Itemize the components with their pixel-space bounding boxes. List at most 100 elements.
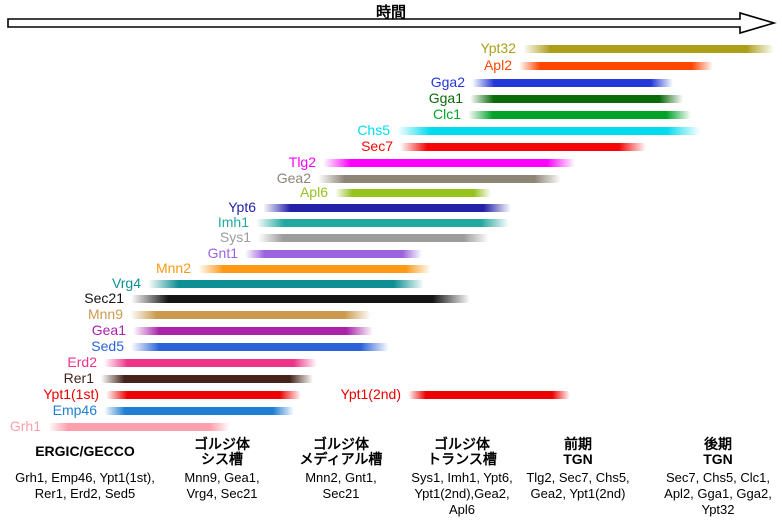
timeline-bar — [256, 219, 509, 227]
protein-label: Mnn2 — [155, 260, 191, 276]
protein-list-line: Tlg2, Sec7, Chs5, — [526, 470, 630, 485]
protein-label: Tlg2 — [288, 154, 316, 170]
timeline-bar — [148, 280, 424, 288]
compartment-header-line: トランス槽 — [427, 450, 497, 467]
protein-label: Ypt6 — [228, 199, 256, 215]
protein-list-line: Ypt32 — [701, 502, 735, 517]
compartment-header: ERGIC/GECCO — [15, 436, 155, 467]
protein-label: Emp46 — [52, 402, 97, 418]
timeline-bar — [263, 204, 511, 212]
timeline-bar — [258, 234, 489, 242]
compartment-header: ゴルジ体 メディアル槽 — [300, 436, 383, 467]
timeline-bar — [468, 111, 691, 119]
compartment-group: ゴルジ体 シス槽 Mnn9, Gea1, Vrg4, Sec21 — [184, 436, 259, 502]
timeline-bar — [318, 175, 561, 183]
protein-label: Chs5 — [357, 122, 390, 138]
timeline-bar — [335, 189, 491, 197]
compartment-group: 後期 TGN Sec7, Chs5, Clc1, Apl2, Gga1, Gga2, Y… — [664, 436, 772, 518]
protein-label: Grh1 — [9, 418, 41, 434]
compartment-protein-list: Sec7, Chs5, Clc1, Apl2, Gga1, Gga2, Ypt32 — [664, 470, 772, 518]
compartment-header-line: ERGIC/GECCO — [35, 443, 135, 459]
timeline-bar — [397, 127, 700, 135]
protein-label: Gga1 — [428, 90, 463, 106]
timeline-bar — [470, 95, 683, 103]
compartment-protein-list: Tlg2, Sec7, Chs5, Gea2, Ypt1(2nd) — [526, 470, 629, 502]
compartment-header-line: ゴルジ体 — [194, 435, 250, 452]
protein-label: Gnt1 — [207, 245, 238, 261]
protein-label: Ypt1(1st) — [43, 386, 99, 402]
compartment-header: 前期 TGN — [526, 436, 629, 467]
timeline-bar — [101, 375, 313, 383]
timeline-bar — [400, 143, 646, 151]
time-arrow-icon — [7, 11, 777, 35]
timeline-bar — [133, 327, 373, 335]
timeline-bar — [323, 159, 575, 167]
protein-list-line: Sec21 — [322, 486, 360, 501]
compartment-protein-list: Sys1, Imh1, Ypt6, Ypt1(2nd),Gea2, Apl6 — [411, 470, 512, 518]
timeline-bar — [523, 45, 774, 53]
timeline-bar — [104, 407, 294, 415]
protein-label: Imh1 — [217, 214, 249, 230]
protein-list-line: Sys1, Imh1, Ypt6, — [411, 470, 513, 485]
compartment-header: ゴルジ体 シス槽 — [184, 436, 259, 467]
compartment-header-line: TGN — [703, 450, 733, 467]
compartment-header-line: シス槽 — [201, 450, 243, 467]
compartment-header-line: 後期 — [704, 435, 732, 452]
compartment-header-line: 前期 — [563, 435, 592, 452]
protein-label: Clc1 — [432, 106, 461, 122]
protein-list-line: Sec7, Chs5, Clc1, — [665, 470, 771, 485]
timeline-bar — [48, 423, 230, 431]
protein-list-line: Ypt1(2nd),Gea2, — [414, 486, 510, 501]
protein-list-line: Mnn2, Gnt1, — [305, 470, 377, 485]
timeline-bar — [198, 265, 431, 273]
compartment-group: ゴルジ体 トランス槽 Sys1, Imh1, Ypt6, Ypt1(2nd),Gea2… — [411, 436, 512, 518]
protein-list-line: Vrg4, Sec21 — [186, 486, 258, 501]
protein-label: Mnn9 — [87, 306, 123, 322]
compartment-header-line: ゴルジ体 — [312, 435, 369, 452]
protein-list-line: Gea2, Ypt1(2nd) — [530, 486, 626, 501]
compartment-protein-list: Mnn9, Gea1, Vrg4, Sec21 — [184, 470, 259, 502]
timeline-bar — [130, 311, 371, 319]
timeline-bar — [519, 62, 713, 70]
protein-label: Sed5 — [91, 338, 124, 354]
compartment-group: ゴルジ体 メディアル槽 Mnn2, Gnt1, Sec21 — [300, 436, 383, 502]
protein-list-line: Mnn9, Gea1, — [184, 470, 260, 485]
compartment-group: 前期 TGN Tlg2, Sec7, Chs5, Gea2, Ypt1(2nd) — [526, 436, 629, 502]
protein-list-line: Apl2, Gga1, Gga2, — [664, 486, 772, 501]
compartment-header-line: メディアル槽 — [299, 450, 383, 467]
timeline-bar — [408, 391, 570, 399]
timeline-bar — [131, 295, 470, 303]
timeline-bar — [245, 250, 422, 258]
timeline-bar — [104, 359, 317, 367]
compartment-header-line: TGN — [563, 450, 593, 467]
protein-label: Gea1 — [91, 322, 126, 338]
protein-label: Ypt1(2nd) — [340, 386, 401, 402]
compartment-header-line: ゴルジ体 — [434, 435, 490, 452]
protein-label: Rer1 — [63, 370, 94, 386]
timeline-bar — [131, 343, 389, 351]
protein-label: Sys1 — [219, 229, 251, 245]
protein-label: Gga2 — [430, 74, 465, 90]
protein-label: Sec21 — [84, 290, 124, 306]
protein-list-line: Apl6 — [448, 502, 476, 517]
protein-label: Vrg4 — [111, 275, 141, 291]
timeline-bar — [106, 391, 301, 399]
protein-label: Sec7 — [361, 138, 393, 154]
compartment-header: ゴルジ体 トランス槽 — [411, 436, 512, 467]
compartment-axis: ERGIC/GECCO Grh1, Emp46, Ypt1(1st), Rer1, … — [0, 436, 782, 522]
protein-label: Gea2 — [276, 170, 311, 186]
compartment-protein-list: Grh1, Emp46, Ypt1(1st), Rer1, Erd2, Sed5 — [15, 470, 155, 502]
timeline-bar — [472, 79, 673, 87]
protein-label: Apl2 — [483, 57, 512, 73]
protein-label: Erd2 — [67, 354, 97, 370]
compartment-group: ERGIC/GECCO Grh1, Emp46, Ypt1(1st), Rer1, … — [15, 436, 155, 502]
protein-list-line: Rer1, Erd2, Sed5 — [34, 486, 136, 501]
protein-label: Apl6 — [299, 184, 328, 200]
compartment-protein-list: Mnn2, Gnt1, Sec21 — [300, 470, 383, 502]
time-axis-label: 時間 — [375, 4, 406, 21]
protein-list-line: Grh1, Emp46, Ypt1(1st), — [15, 470, 155, 485]
protein-label: Ypt32 — [480, 40, 516, 56]
compartment-header: 後期 TGN — [664, 436, 772, 467]
